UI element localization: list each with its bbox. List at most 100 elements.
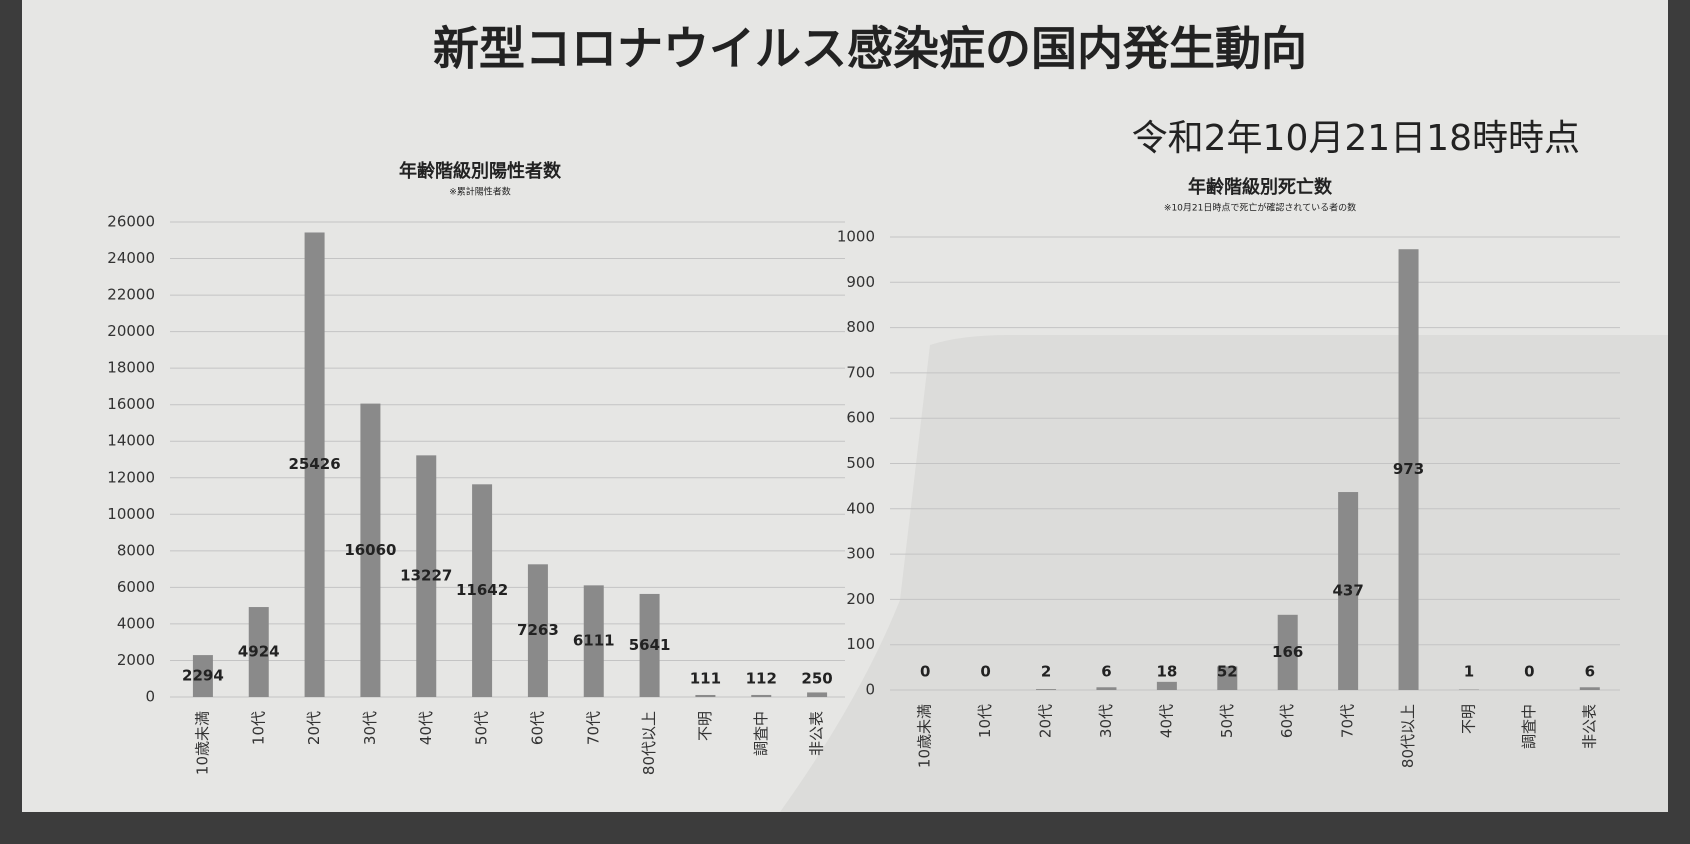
- bar: [527, 564, 548, 697]
- x-tick-label: 10代: [976, 704, 994, 738]
- y-tick-label: 24000: [107, 249, 155, 267]
- y-tick-label: 10000: [107, 505, 155, 523]
- bar: [1579, 687, 1600, 690]
- data-label: 18: [1156, 663, 1177, 681]
- y-tick-label: 0: [145, 688, 155, 706]
- y-tick-label: 6000: [117, 578, 155, 596]
- data-label: 250: [801, 670, 832, 688]
- chart-title: 年齢階級別陽性者数: [399, 160, 562, 182]
- bar: [1156, 681, 1177, 690]
- x-tick-label: 調査中: [1520, 704, 1538, 749]
- x-tick-label: 40代: [1157, 704, 1175, 738]
- bar: [751, 694, 772, 697]
- x-tick-label: 40代: [417, 711, 435, 745]
- bar: [304, 232, 325, 697]
- y-tick-label: 900: [846, 273, 875, 291]
- x-tick-label: 50代: [1218, 704, 1236, 738]
- bar: [416, 455, 437, 697]
- y-tick-label: 26000: [107, 213, 155, 231]
- x-tick-label: 80代以上: [1399, 704, 1417, 768]
- data-label: 7263: [517, 621, 559, 639]
- y-tick-label: 4000: [117, 614, 155, 632]
- x-tick-label: 10代: [249, 711, 267, 745]
- y-tick-label: 400: [846, 499, 875, 517]
- bar: [807, 692, 828, 697]
- bar: [1398, 249, 1419, 690]
- bar: [1096, 687, 1117, 690]
- x-tick-label: 非公表: [1580, 704, 1598, 749]
- y-tick-label: 300: [846, 545, 875, 563]
- data-label: 6111: [573, 632, 615, 650]
- data-label: 5641: [629, 636, 671, 654]
- y-tick-label: 100: [846, 635, 875, 653]
- data-label: 2294: [182, 667, 224, 685]
- bar: [1277, 614, 1298, 690]
- x-tick-label: 20代: [1037, 704, 1055, 738]
- y-tick-label: 2000: [117, 651, 155, 669]
- data-label: 16060: [344, 541, 396, 559]
- x-tick-label: 50代: [473, 711, 491, 745]
- x-tick-label: 不明: [1459, 704, 1477, 734]
- bar: [695, 694, 716, 697]
- y-tick-label: 0: [865, 681, 875, 699]
- bar: [1338, 492, 1359, 690]
- x-tick-label: 30代: [1097, 704, 1115, 738]
- data-label: 4924: [238, 643, 280, 661]
- main-title: 新型コロナウイルス感染症の国内発生動向: [433, 22, 1307, 76]
- data-label: 13227: [400, 567, 452, 585]
- data-label: 0: [1524, 663, 1534, 681]
- data-label: 2: [1041, 663, 1051, 681]
- bar: [1217, 666, 1238, 690]
- y-tick-label: 14000: [107, 432, 155, 450]
- data-label: 112: [746, 670, 777, 688]
- data-label: 6: [1585, 663, 1595, 681]
- bar: [472, 484, 493, 697]
- bar: [248, 607, 269, 697]
- data-label: 6: [1101, 663, 1111, 681]
- y-tick-label: 200: [846, 590, 875, 608]
- date-subtitle: 令和2年10月21日18時時点: [1132, 118, 1580, 159]
- y-tick-label: 20000: [107, 322, 155, 340]
- data-label: 0: [920, 663, 930, 681]
- bar: [583, 585, 604, 697]
- chart-title: 年齢階級別死亡数: [1188, 176, 1333, 198]
- y-tick-label: 700: [846, 363, 875, 381]
- data-label: 166: [1272, 643, 1303, 661]
- x-tick-label: 80代以上: [640, 711, 658, 775]
- data-label: 111: [690, 670, 721, 688]
- data-label: 1: [1464, 663, 1474, 681]
- bar: [360, 403, 381, 697]
- x-tick-label: 70代: [584, 711, 602, 745]
- bar: [639, 593, 660, 697]
- bar: [1036, 689, 1057, 690]
- x-tick-label: 10歳未満: [193, 711, 211, 775]
- y-tick-label: 500: [846, 454, 875, 472]
- data-label: 52: [1217, 663, 1238, 681]
- bar: [192, 655, 213, 697]
- y-tick-label: 22000: [107, 286, 155, 304]
- y-tick-label: 16000: [107, 395, 155, 413]
- data-label: 25426: [288, 455, 340, 473]
- y-tick-label: 8000: [117, 541, 155, 559]
- data-label: 973: [1393, 460, 1424, 478]
- y-tick-label: 18000: [107, 359, 155, 377]
- x-tick-label: 不明: [696, 711, 714, 741]
- x-tick-label: 非公表: [808, 711, 826, 756]
- data-label: 11642: [456, 581, 508, 599]
- x-tick-label: 20代: [305, 711, 323, 745]
- x-tick-label: 60代: [1278, 704, 1296, 738]
- y-tick-label: 800: [846, 318, 875, 336]
- data-label: 0: [980, 663, 990, 681]
- x-tick-label: 10歳未満: [916, 704, 934, 768]
- x-tick-label: 調査中: [752, 711, 770, 756]
- y-tick-label: 12000: [107, 468, 155, 486]
- chart-subtitle: ※累計陽性者数: [449, 186, 511, 198]
- y-tick-label: 1000: [837, 228, 875, 246]
- chart-subtitle: ※10月21日時点で死亡が確認されている者の数: [1164, 202, 1356, 214]
- x-tick-label: 60代: [528, 711, 546, 745]
- data-label: 437: [1332, 582, 1363, 600]
- y-tick-label: 600: [846, 409, 875, 427]
- x-tick-label: 30代: [361, 711, 379, 745]
